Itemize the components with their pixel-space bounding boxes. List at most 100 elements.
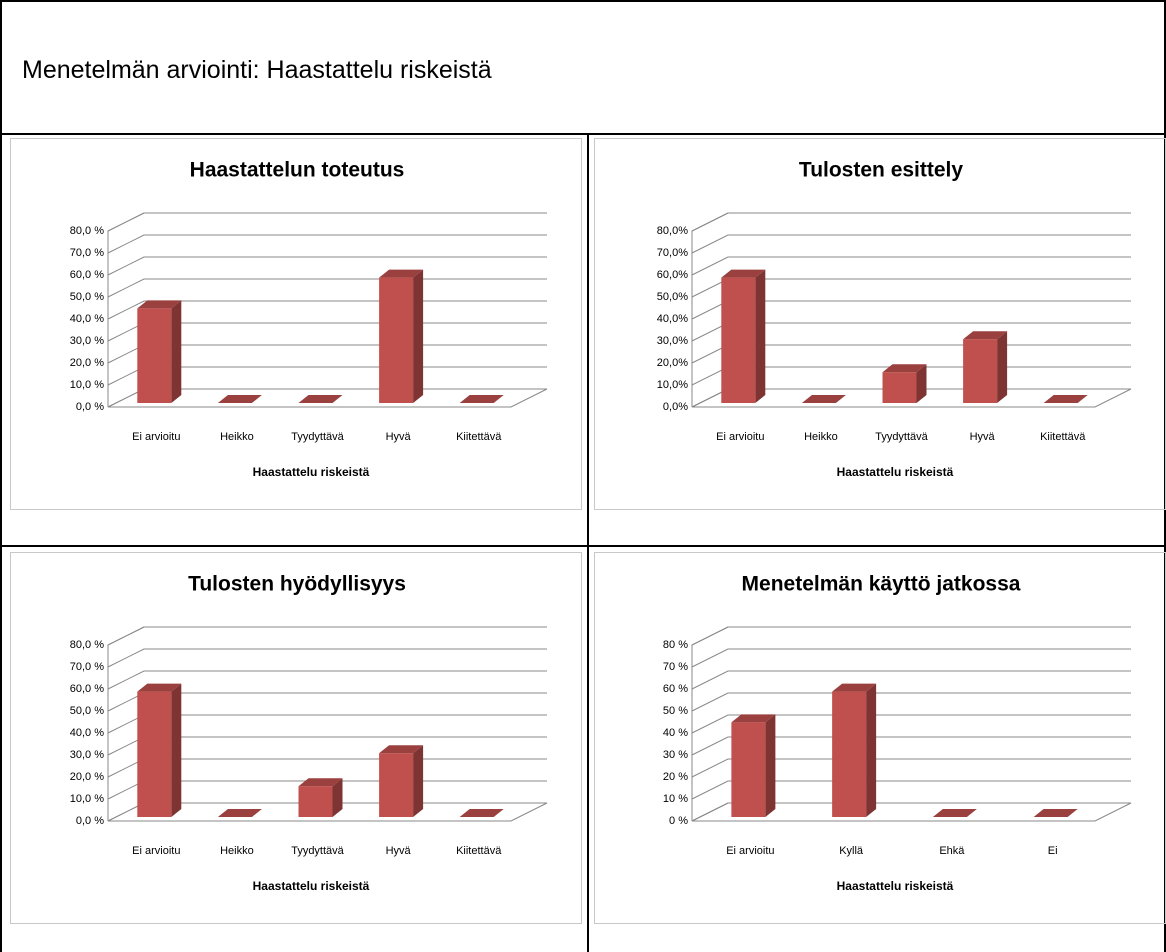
bar-top (298, 778, 343, 787)
chart-title: Menetelmän käyttö jatkossa (742, 573, 1021, 596)
grid-line (107, 278, 547, 298)
x-tick-label: Ei arvioitu (132, 845, 180, 857)
border (0, 545, 1166, 547)
border (587, 133, 589, 952)
bar-side (997, 331, 1008, 403)
bar (379, 753, 414, 817)
bar-top (721, 269, 766, 278)
grid-line (691, 256, 1131, 276)
x-tick-label: Ei arvioitu (132, 431, 180, 443)
x-axis-label: Haastattelu riskeistä (837, 879, 954, 893)
bar-top (932, 809, 977, 817)
grid-line (691, 648, 1131, 668)
bar-side (413, 745, 424, 817)
bar-side (171, 300, 182, 403)
chart: Tulosten hyödyllisyys 0,0 % 10,0 % 20,0 % 30… (10, 552, 582, 924)
y-tick-label: 60,0 % (70, 683, 104, 695)
grid-line (691, 758, 1131, 778)
y-tick-label: 80,0 % (70, 225, 104, 237)
x-tick-label: Kiitettävä (1040, 431, 1086, 443)
bar-side (171, 683, 182, 817)
y-tick-label: 50,0 % (70, 291, 104, 303)
bar-top (1043, 395, 1088, 403)
y-tick-label: 10,0 % (70, 793, 104, 805)
grid-line (691, 692, 1131, 712)
x-tick-label: Ei (1048, 845, 1058, 857)
y-tick-label: 20,0% (657, 357, 688, 369)
bar-top (801, 395, 846, 403)
grid-line (691, 626, 1131, 646)
grid-line (107, 234, 547, 254)
x-tick-label: Tyydyttävä (291, 845, 344, 857)
grid-line (691, 714, 1131, 734)
y-tick-label: 40,0 % (70, 727, 104, 739)
border (0, 0, 1166, 2)
x-tick-label: Heikko (804, 431, 838, 443)
bar-side (765, 714, 776, 817)
y-tick-label: 0,0 % (76, 401, 104, 413)
grid-line (691, 736, 1131, 756)
grid-line (691, 670, 1131, 690)
bar-side (332, 778, 343, 817)
y-tick-label: 40 % (663, 727, 688, 739)
y-tick-label: 80,0 % (70, 639, 104, 651)
x-axis-label: Haastattelu riskeistä (837, 465, 954, 479)
y-tick-label: 60 % (663, 683, 688, 695)
bar (963, 339, 998, 403)
y-tick-label: 40,0 % (70, 313, 104, 325)
y-tick-label: 30,0% (657, 335, 688, 347)
bar-top (379, 269, 424, 278)
x-axis-label: Haastattelu riskeistä (253, 465, 370, 479)
bar-top (217, 395, 262, 403)
bar-top (298, 395, 343, 403)
bar-side (916, 364, 927, 403)
y-tick-label: 60,0% (657, 269, 688, 281)
bar-top (137, 300, 182, 309)
y-tick-label: 50,0 % (70, 705, 104, 717)
bar (137, 691, 172, 817)
y-tick-label: 20,0 % (70, 357, 104, 369)
chart: Haastattelun toteutus 0,0 % 10,0 % 20,0 % 30… (10, 138, 582, 510)
bar (379, 277, 414, 403)
bar-side (413, 269, 424, 403)
x-tick-label: Kiitettävä (456, 431, 502, 443)
chart: Menetelmän käyttö jatkossa 0 % 10 % 20 % 30 … (594, 552, 1166, 924)
x-tick-label: Hyvä (970, 431, 996, 443)
bar-top (1033, 809, 1078, 817)
x-tick-label: Hyvä (386, 845, 412, 857)
x-tick-label: Ei arvioitu (726, 845, 774, 857)
grid-line (107, 670, 547, 690)
y-tick-label: 0 % (669, 815, 688, 827)
page-title: Menetelmän arviointi: Haastattelu riskei… (22, 56, 492, 84)
y-tick-label: 70 % (663, 661, 688, 673)
x-tick-label: Hyvä (386, 431, 412, 443)
grid-line (107, 648, 547, 668)
grid-line (691, 212, 1131, 232)
bar-top (731, 714, 776, 723)
x-tick-label: Ei arvioitu (716, 431, 764, 443)
y-tick-label: 0,0% (663, 401, 688, 413)
x-tick-label: Kiitettävä (456, 845, 502, 857)
border (0, 0, 2, 952)
y-tick-label: 60,0 % (70, 269, 104, 281)
x-tick-label: Heikko (220, 431, 254, 443)
bar-top (882, 364, 927, 373)
bar (721, 277, 756, 403)
y-tick-label: 70,0 % (70, 661, 104, 673)
y-tick-label: 80,0% (657, 225, 688, 237)
y-tick-label: 80 % (663, 639, 688, 651)
y-tick-label: 70,0% (657, 247, 688, 259)
x-tick-label: Tyydyttävä (291, 431, 344, 443)
x-axis-label: Haastattelu riskeistä (253, 879, 370, 893)
grid-line (691, 234, 1131, 254)
bar (298, 786, 333, 817)
grid-line (107, 626, 547, 646)
x-tick-label: Ehkä (939, 845, 965, 857)
bar-side (866, 683, 877, 817)
x-tick-label: Tyydyttävä (875, 431, 928, 443)
y-tick-label: 70,0 % (70, 247, 104, 259)
y-tick-label: 0,0 % (76, 815, 104, 827)
bar-top (459, 395, 504, 403)
bar-top (379, 745, 424, 754)
bar-top (217, 809, 262, 817)
